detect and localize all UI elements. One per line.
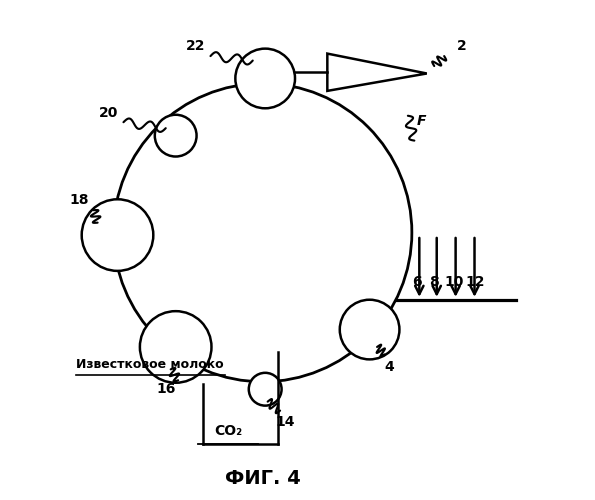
Text: 6: 6 <box>412 276 422 289</box>
Text: 4: 4 <box>384 360 394 374</box>
Circle shape <box>340 300 399 360</box>
Text: Известковое молоко: Известковое молоко <box>76 358 224 371</box>
Text: CO₂: CO₂ <box>214 424 242 438</box>
Text: 20: 20 <box>99 106 118 120</box>
Text: 8: 8 <box>430 276 439 289</box>
Text: 22: 22 <box>186 39 205 53</box>
Text: 14: 14 <box>275 414 295 428</box>
Circle shape <box>236 48 295 108</box>
Text: 18: 18 <box>69 194 89 207</box>
Circle shape <box>140 311 211 383</box>
Text: 16: 16 <box>156 382 176 396</box>
Text: 2: 2 <box>457 39 466 53</box>
Text: ФИГ. 4: ФИГ. 4 <box>225 469 300 488</box>
Text: 12: 12 <box>466 276 486 289</box>
Circle shape <box>82 200 154 271</box>
Text: F: F <box>417 114 427 128</box>
Text: 10: 10 <box>444 276 464 289</box>
Circle shape <box>155 115 196 156</box>
Circle shape <box>249 373 281 406</box>
